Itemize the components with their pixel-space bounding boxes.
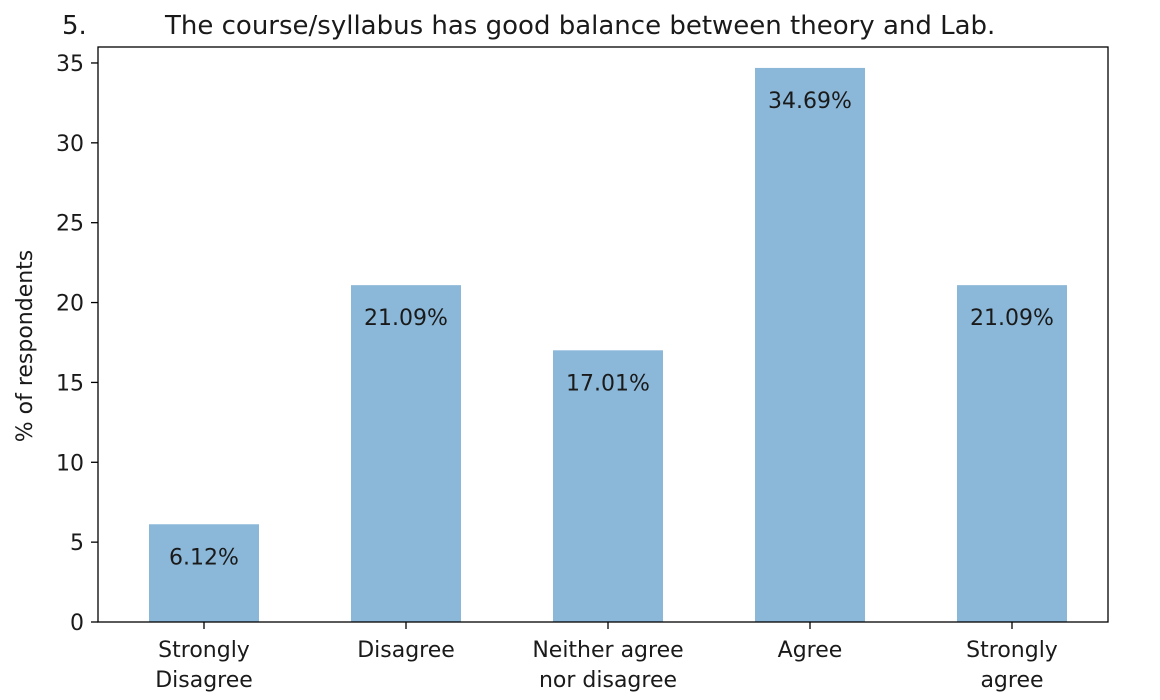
x-tick-label-4-0: Strongly bbox=[966, 638, 1058, 663]
bar-2 bbox=[553, 350, 663, 622]
bar-value-label-4: 21.09% bbox=[970, 306, 1054, 331]
y-tick-label-3: 15 bbox=[56, 371, 84, 396]
bar-value-labels: 6.12% 21.09% 17.01% 34.69% 21.09% bbox=[169, 89, 1054, 570]
y-axis-label: % of respondents bbox=[13, 250, 38, 443]
chart-title: The course/syllabus has good balance bet… bbox=[164, 11, 995, 41]
bar-3 bbox=[755, 67, 865, 623]
bar-value-label-3: 34.69% bbox=[768, 89, 852, 114]
y-tick-label-1: 5 bbox=[70, 531, 84, 556]
bar-0 bbox=[149, 524, 259, 622]
y-tick-label-6: 30 bbox=[56, 132, 84, 157]
x-tick-label-3-0: Agree bbox=[778, 638, 843, 663]
bar-4 bbox=[957, 285, 1067, 622]
plot-area-frame bbox=[97, 46, 1109, 623]
chart-title-number: 5. bbox=[62, 11, 87, 41]
y-tick-label-7: 35 bbox=[56, 52, 84, 77]
x-tick-label-1-0: Disagree bbox=[357, 638, 455, 663]
y-tick-label-5: 25 bbox=[56, 212, 84, 237]
y-tick-label-2: 10 bbox=[56, 451, 84, 476]
x-tick-label-4-1: agree bbox=[980, 668, 1043, 693]
y-tick-label-4: 20 bbox=[56, 292, 84, 317]
x-axis-ticks: Strongly Disagree Disagree Neither agree nor… bbox=[155, 622, 1058, 693]
x-tick-label-0-1: Disagree bbox=[155, 668, 253, 693]
bar-1 bbox=[351, 285, 461, 622]
bar-value-label-0: 6.12% bbox=[169, 545, 239, 570]
bars-group bbox=[149, 67, 1067, 623]
bar-value-label-2: 17.01% bbox=[566, 371, 650, 396]
bar-value-label-1: 21.09% bbox=[364, 306, 448, 331]
x-tick-label-2-0: Neither agree bbox=[532, 638, 683, 663]
y-axis-ticks: 0 5 10 15 20 25 30 35 bbox=[56, 52, 98, 636]
y-tick-label-0: 0 bbox=[70, 611, 84, 636]
x-tick-label-0-0: Strongly bbox=[158, 638, 250, 663]
x-tick-label-2-1: nor disagree bbox=[539, 668, 677, 693]
